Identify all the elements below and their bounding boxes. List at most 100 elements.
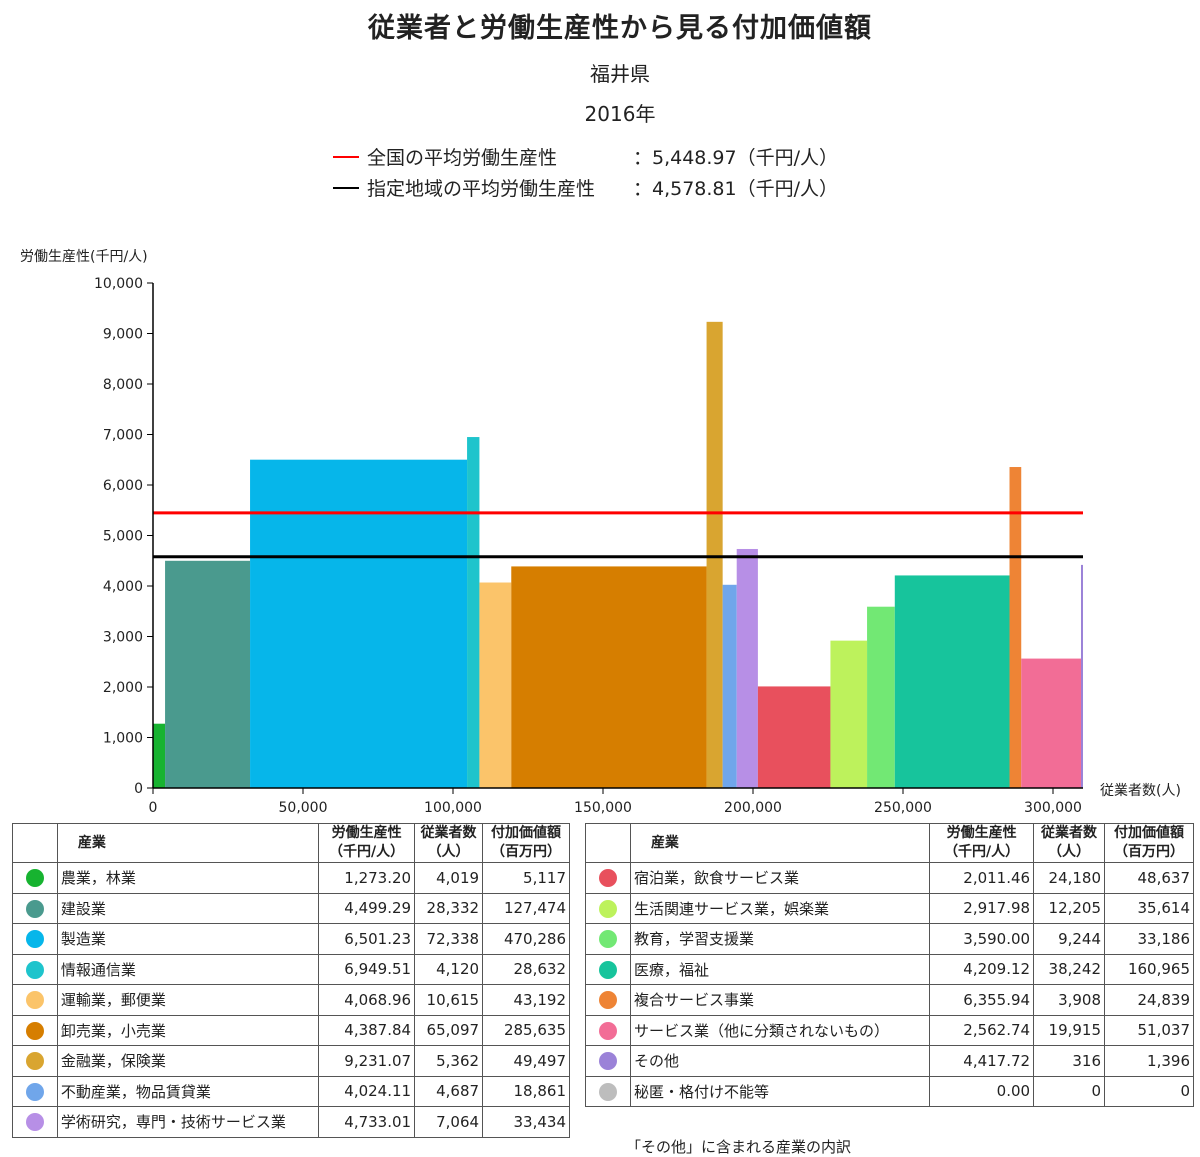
row-color-dot [12,1014,58,1046]
row-industry: 卸売業，小売業 [56,1014,320,1046]
row-productivity: 4,733.01 [318,1106,416,1138]
row-industry: 金融業，保険業 [56,1045,320,1077]
row-color-dot [585,862,631,894]
color-dot-icon [25,1052,44,1070]
row-workers: 4,687 [414,1075,484,1107]
bar-5 [511,566,707,788]
row-workers: 316 [1033,1045,1106,1077]
table-row: その他 4,417.72 316 1,396 [585,1045,1194,1077]
row-productivity: 2,011.46 [929,862,1035,894]
row-workers: 9,244 [1033,923,1106,955]
table-header-workers: 従業者数 （人） [1033,823,1106,863]
row-value: 43,192 [482,984,570,1016]
row-industry: 農業，林業 [56,862,320,894]
region-label: 福井県 [590,62,650,86]
row-industry: 学術研究，専門・技術サービス業 [56,1106,320,1138]
y-tick-label: 9,000 [103,327,143,343]
x-tick-label: 100,000 [424,800,482,816]
row-productivity: 9,231.07 [318,1045,416,1077]
row-productivity: 0.00 [929,1075,1035,1107]
table-row: 運輸業，郵便業 4,068.96 10,615 43,192 [12,984,570,1016]
color-dot-icon [598,1052,617,1070]
y-tick-label: 5,000 [103,529,143,545]
row-productivity: 4,024.11 [318,1075,416,1107]
row-industry: 生活関連サービス業，娯楽業 [629,892,931,924]
row-color-dot [585,892,631,924]
row-color-dot [12,1106,58,1138]
row-productivity: 1,273.20 [318,862,416,894]
row-workers: 3,908 [1033,984,1106,1016]
row-value: 285,635 [482,1014,570,1046]
x-tick-label: 250,000 [874,800,932,816]
row-industry: 教育，学習支援業 [629,923,931,955]
color-dot-icon [25,960,44,979]
bar-13 [1009,467,1022,788]
row-industry: 複合サービス事業 [629,984,931,1016]
row-productivity: 6,949.51 [318,953,416,985]
y-tick-label: 0 [134,781,143,797]
bar-7 [722,584,737,788]
table-header-row: 産業 労働生産性 （千円/人） 従業者数 （人） 付加価値額 （百万円） [12,823,570,863]
y-tick-label: 3,000 [103,630,143,646]
bar-4 [479,582,512,788]
y-axis-label: 労働生産性(千円/人) [20,249,148,265]
row-color-dot [585,923,631,955]
color-dot-icon [25,991,44,1009]
bar-9 [757,686,831,788]
table-row: 卸売業，小売業 4,387.84 65,097 285,635 [12,1014,570,1046]
row-productivity: 6,501.23 [318,923,416,955]
table-row: 不動産業，物品賃貸業 4,024.11 4,687 18,861 [12,1075,570,1107]
row-value: 1,396 [1104,1045,1194,1077]
y-tick-label: 8,000 [103,377,143,393]
row-color-dot [12,984,58,1016]
row-productivity: 4,209.12 [929,953,1035,985]
color-dot-icon [25,930,44,948]
row-industry: 製造業 [56,923,320,955]
x-axis-label: 従業者数(人) [1100,783,1181,799]
other-breakdown-note: 「その他」に含まれる産業の内訳 [626,1138,852,1156]
row-color-dot [585,984,631,1016]
row-color-dot [12,953,58,985]
table-header-value: 付加価値額 （百万円） [482,823,570,863]
national-average-label: 全国の平均労働生産性 [367,147,558,169]
table-row: 農業，林業 1,273.20 4,019 5,117 [12,862,570,894]
bar-8 [736,548,758,788]
row-color-dot [585,1014,631,1046]
row-industry: 情報通信業 [56,953,320,985]
color-dot-icon [25,1113,44,1131]
color-dot-icon [598,960,617,979]
table-header-industry: 産業 [629,823,931,863]
bar-12 [894,575,1010,788]
bar-15 [1080,564,1083,788]
table-header-productivity: 労働生産性 （千円/人） [318,823,416,863]
color-dot-icon [25,899,44,918]
row-workers: 4,120 [414,953,484,985]
row-color-dot [12,923,58,955]
bar-10 [830,640,868,788]
table-row: 医療，福祉 4,209.12 38,242 160,965 [585,953,1194,985]
y-tick-label: 10,000 [94,276,143,292]
color-dot-icon [25,1021,44,1040]
color-dot-icon [598,1082,617,1101]
table-header-row: 産業 労働生産性 （千円/人） 従業者数 （人） 付加価値額 （百万円） [585,823,1194,863]
row-productivity: 4,068.96 [318,984,416,1016]
row-workers: 38,242 [1033,953,1106,985]
region-average-label: 指定地域の平均労働生産性 [367,178,596,200]
row-value: 49,497 [482,1045,570,1077]
row-workers: 72,338 [414,923,484,955]
color-dot-icon [598,1021,617,1040]
color-dot-icon [25,1082,44,1101]
bar-1 [165,560,251,788]
row-value: 18,861 [482,1075,570,1107]
row-value: 24,839 [1104,984,1194,1016]
row-productivity: 2,917.98 [929,892,1035,924]
row-industry: 医療，福祉 [629,953,931,985]
productivity-chart: 0 1,000 2,000 3,000 4,000 5,000 6,000 7,000 8,00… [94,276,1083,816]
color-dot-icon [598,930,617,948]
row-value: 35,614 [1104,892,1194,924]
row-value: 127,474 [482,892,570,924]
table-row: 生活関連サービス業，娯楽業 2,917.98 12,205 35,614 [585,892,1194,924]
row-productivity: 2,562.74 [929,1014,1035,1046]
table-row: 製造業 6,501.23 72,338 470,286 [12,923,570,955]
row-workers: 12,205 [1033,892,1106,924]
